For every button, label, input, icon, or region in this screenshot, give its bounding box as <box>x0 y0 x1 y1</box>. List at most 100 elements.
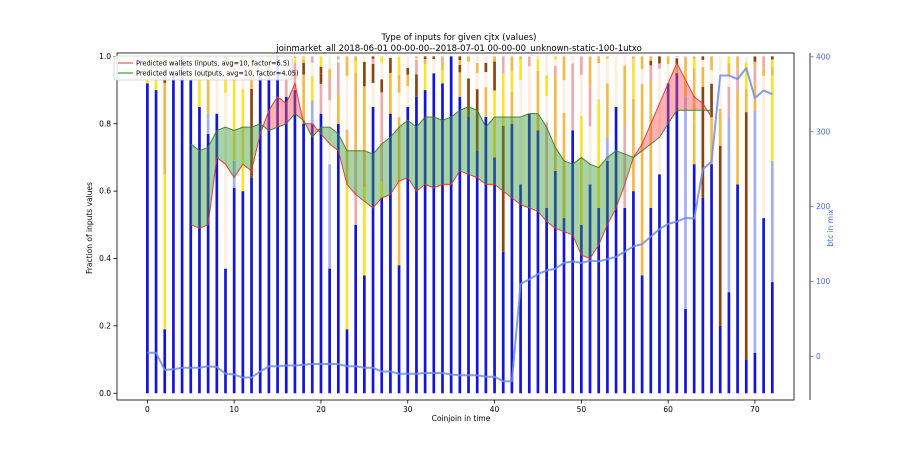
bar-other <box>398 93 401 117</box>
bar-other <box>346 183 349 329</box>
bar-other <box>406 75 409 86</box>
bar-remix <box>771 161 774 282</box>
bar-other <box>380 79 383 92</box>
bar-other <box>571 60 574 63</box>
bar-other <box>328 77 331 100</box>
bar-other <box>563 56 566 80</box>
bar-other <box>736 56 739 68</box>
bar-other <box>354 73 357 155</box>
bar-fresh <box>146 83 149 393</box>
bar-other <box>563 80 566 113</box>
wallet-band <box>581 157 590 258</box>
bar-other <box>502 73 505 91</box>
y-tick-label: 1.0 <box>99 52 111 61</box>
bar-other <box>372 64 375 83</box>
bar-other <box>580 56 583 63</box>
y-tick-label: 0.6 <box>99 187 111 196</box>
x-tick-label: 50 <box>577 405 587 414</box>
y-tick-label: 0.4 <box>99 254 111 263</box>
bar-other <box>771 67 774 76</box>
wallet-band <box>191 144 200 228</box>
wallet-band <box>356 151 365 202</box>
wallet-band <box>590 164 599 258</box>
bar-fresh <box>155 90 158 393</box>
bar-fresh <box>502 252 505 393</box>
bar-other <box>311 76 314 100</box>
x-tick-label: 0 <box>145 405 150 414</box>
bar-fresh <box>346 329 349 393</box>
bar-other <box>684 57 687 59</box>
bar-fresh <box>259 73 262 393</box>
bar-other <box>441 56 444 57</box>
bar-other <box>632 73 635 99</box>
wallet-band <box>529 114 538 212</box>
bar-other <box>432 62 435 73</box>
bar-other <box>554 56 557 59</box>
bar-other <box>641 56 644 69</box>
bar-other <box>702 56 705 60</box>
wallet-band <box>416 117 425 191</box>
bar-other <box>606 83 609 137</box>
bar-other <box>372 56 375 58</box>
wallet-band <box>486 117 495 184</box>
bar-other <box>311 63 314 67</box>
bar-other <box>684 56 687 57</box>
y2-tick-label: 100 <box>816 277 831 286</box>
bar-other <box>719 146 722 326</box>
bar-remix <box>207 114 210 134</box>
bar-fresh <box>762 218 765 393</box>
bar-fresh <box>181 56 184 393</box>
bar-fresh <box>693 164 696 393</box>
bar-other <box>580 64 583 75</box>
bar-other <box>623 56 626 65</box>
bar-other <box>328 69 331 77</box>
bar-other <box>702 60 705 67</box>
bar-other <box>519 63 522 80</box>
bar-other <box>675 57 678 59</box>
bar-fresh <box>710 164 713 393</box>
bar-other <box>415 60 418 75</box>
bar-fresh <box>311 124 314 394</box>
wallet-band <box>199 147 208 228</box>
bar-fresh <box>172 73 175 393</box>
bar-other <box>354 61 357 73</box>
bar-other <box>684 59 687 75</box>
x-axis-label: Coinjoin in time <box>432 414 491 423</box>
bar-other <box>389 60 392 72</box>
bar-other <box>632 56 635 59</box>
y-axis-label: Fraction of inputs values <box>85 182 94 274</box>
bar-fresh <box>476 151 479 394</box>
bar-other <box>476 73 479 89</box>
bar-other <box>528 56 531 57</box>
y2-tick-label: 400 <box>816 52 831 61</box>
bar-other <box>406 68 409 75</box>
y2-tick-label: 0 <box>816 352 821 361</box>
bar-other <box>337 59 340 62</box>
bar-other <box>519 56 522 59</box>
bar-other <box>623 66 626 73</box>
bar-other <box>511 62 514 71</box>
bar-other <box>563 113 566 153</box>
bar-fresh <box>684 309 687 393</box>
bar-other <box>337 62 340 94</box>
bar-other <box>511 71 514 92</box>
bar-other <box>163 83 166 174</box>
bar-other <box>424 56 427 57</box>
bar-other <box>406 86 409 107</box>
bar-other <box>771 56 774 59</box>
bar-other <box>615 56 618 59</box>
bar-other <box>302 63 305 75</box>
bar-other <box>398 56 401 75</box>
x-tick-label: 60 <box>663 405 673 414</box>
bar-fresh <box>328 269 331 394</box>
bar-other <box>754 56 757 61</box>
bar-other <box>441 57 444 61</box>
bar-other <box>528 66 531 113</box>
wallet-band <box>442 117 451 184</box>
bar-other <box>762 122 765 218</box>
legend-label-outputs: Predicted wallets (outputs, avg=10, fact… <box>136 70 299 78</box>
bar-fresh <box>719 326 722 393</box>
bar-other <box>233 81 236 127</box>
bar-other <box>493 62 496 91</box>
